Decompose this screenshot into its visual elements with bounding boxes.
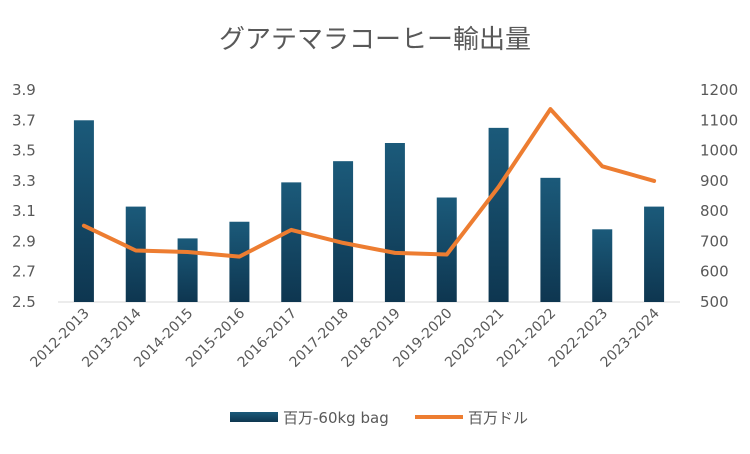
right-tick-label: 900 bbox=[700, 172, 729, 190]
bar bbox=[540, 178, 560, 302]
bar bbox=[178, 238, 198, 302]
bar bbox=[74, 120, 94, 302]
left-tick-label: 2.9 bbox=[12, 232, 36, 250]
left-tick-label: 3.1 bbox=[12, 202, 36, 220]
bar bbox=[229, 222, 249, 302]
left-tick-label: 3.5 bbox=[12, 142, 36, 160]
bar-series bbox=[74, 120, 664, 302]
legend-label-line: 百万ドル bbox=[468, 409, 528, 427]
right-tick-label: 700 bbox=[700, 232, 729, 250]
right-tick-label: 600 bbox=[700, 263, 729, 281]
right-tick-label: 1200 bbox=[700, 81, 738, 99]
legend-swatch-bars bbox=[230, 412, 278, 422]
left-tick-label: 2.5 bbox=[12, 293, 36, 311]
bar bbox=[126, 207, 146, 302]
left-tick-label: 3.7 bbox=[12, 111, 36, 129]
bar bbox=[592, 229, 612, 302]
left-tick-label: 3.3 bbox=[12, 172, 36, 190]
bar bbox=[489, 128, 509, 302]
right-tick-label: 800 bbox=[700, 202, 729, 220]
bar bbox=[437, 198, 457, 302]
left-axis: 3.9 3.7 3.5 3.3 3.1 2.9 2.7 2.5 bbox=[12, 81, 36, 311]
line-series bbox=[84, 109, 654, 257]
bar bbox=[281, 182, 301, 302]
chart-title: グアテマラコーヒー輸出量 bbox=[219, 25, 531, 55]
left-tick-label: 2.7 bbox=[12, 263, 36, 281]
right-tick-label: 1000 bbox=[700, 142, 738, 160]
bar bbox=[333, 161, 353, 302]
right-tick-label: 500 bbox=[700, 293, 729, 311]
line-path bbox=[84, 109, 654, 257]
left-tick-label: 3.9 bbox=[12, 81, 36, 99]
legend-label-bars: 百万-60kg bag bbox=[283, 409, 389, 427]
legend: 百万-60kg bag 百万ドル bbox=[230, 409, 528, 427]
right-tick-label: 1100 bbox=[700, 111, 738, 129]
category-labels: 2012-20132013-20142014-20152015-20162016… bbox=[27, 305, 663, 370]
bar bbox=[644, 207, 664, 302]
right-axis: 1200 1100 1000 900 800 700 600 500 bbox=[700, 81, 738, 311]
bar bbox=[385, 143, 405, 302]
